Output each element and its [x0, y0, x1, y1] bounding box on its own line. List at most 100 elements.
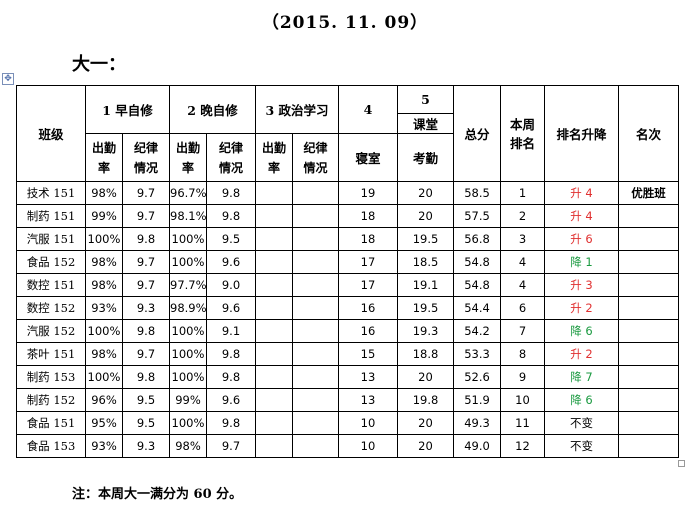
header-total: 总分 — [453, 85, 501, 182]
evening-discipline-cell: 9.8 — [206, 204, 256, 228]
place-cell — [618, 227, 679, 251]
place-cell — [618, 319, 679, 343]
politics-attendance-cell — [255, 204, 293, 228]
header-course: 课堂 — [397, 113, 454, 134]
morning-attendance-cell: 100% — [85, 319, 123, 343]
morning-attendance-cell: 96% — [85, 388, 123, 412]
table-body: 技术 151 98% 9.7 96.7% 9.8 19 20 58.5 1 升 4 优胜班 制药 15… — [16, 181, 679, 458]
total-cell: 54.8 — [453, 273, 501, 297]
table-row: 技术 151 98% 9.7 96.7% 9.8 19 20 58.5 1 升 4 优胜班 — [16, 181, 679, 205]
header-dorm: 寝室 — [338, 133, 398, 182]
table-row: 食品 152 98% 9.7 100% 9.6 17 18.5 54.8 4 降 1 — [16, 250, 679, 274]
morning-discipline-cell: 9.7 — [122, 204, 170, 228]
morning-discipline-cell: 9.8 — [122, 227, 170, 251]
dorm-cell: 13 — [338, 365, 398, 389]
dorm-cell: 16 — [338, 296, 398, 320]
total-cell: 56.8 — [453, 227, 501, 251]
week-rank-cell: 7 — [500, 319, 545, 343]
header-week-rank: 本周排名 — [500, 85, 545, 182]
week-rank-cell: 10 — [500, 388, 545, 412]
total-cell: 58.5 — [453, 181, 501, 205]
politics-attendance-cell — [255, 342, 293, 366]
footnote: 注：本周大一满分为 60 分。 — [72, 487, 243, 502]
course-attendance-cell: 19.1 — [397, 273, 454, 297]
politics-attendance-cell — [255, 365, 293, 389]
total-cell: 52.6 — [453, 365, 501, 389]
place-cell — [618, 388, 679, 412]
dorm-cell: 16 — [338, 319, 398, 343]
politics-discipline-cell — [292, 434, 339, 458]
class-cell: 食品 153 — [16, 434, 86, 458]
dorm-cell: 15 — [338, 342, 398, 366]
politics-discipline-cell — [292, 204, 339, 228]
politics-discipline-cell — [292, 342, 339, 366]
evening-attendance-cell: 100% — [169, 319, 207, 343]
total-cell: 53.3 — [453, 342, 501, 366]
evening-discipline-cell: 9.7 — [206, 434, 256, 458]
week-rank-cell: 8 — [500, 342, 545, 366]
evening-discipline-cell: 9.6 — [206, 388, 256, 412]
politics-attendance-cell — [255, 181, 293, 205]
rank-change-cell: 降 6 — [544, 319, 619, 343]
politics-discipline-cell — [292, 181, 339, 205]
header-morning: 1 早自修 — [85, 85, 170, 134]
evening-attendance-cell: 98.1% — [169, 204, 207, 228]
evening-attendance-cell: 100% — [169, 250, 207, 274]
evening-attendance-cell: 98% — [169, 434, 207, 458]
morning-attendance-cell: 100% — [85, 365, 123, 389]
report-date: （2015. 11. 09） — [261, 13, 429, 33]
class-cell: 汽服 151 — [16, 227, 86, 251]
course-attendance-cell: 19.5 — [397, 296, 454, 320]
course-attendance-cell: 19.5 — [397, 227, 454, 251]
rank-change-cell: 不变 — [544, 434, 619, 458]
table-row: 茶叶 151 98% 9.7 100% 9.8 15 18.8 53.3 8 升 2 — [16, 342, 679, 366]
rank-change-cell: 升 6 — [544, 227, 619, 251]
morning-discipline-cell: 9.7 — [122, 273, 170, 297]
header-class: 班级 — [16, 85, 86, 182]
class-cell: 茶叶 151 — [16, 342, 86, 366]
table-end-marker — [678, 460, 685, 467]
politics-discipline-cell — [292, 319, 339, 343]
total-cell: 54.8 — [453, 250, 501, 274]
course-attendance-cell: 20 — [397, 365, 454, 389]
morning-discipline-cell: 9.5 — [122, 411, 170, 435]
course-attendance-cell: 20 — [397, 434, 454, 458]
table-row: 食品 151 95% 9.5 100% 9.8 10 20 49.3 11 不变 — [16, 411, 679, 435]
class-cell: 制药 151 — [16, 204, 86, 228]
header-place: 名次 — [618, 85, 679, 182]
evening-discipline-cell: 9.8 — [206, 365, 256, 389]
place-cell — [618, 411, 679, 435]
rank-change-cell: 降 7 — [544, 365, 619, 389]
header-politics-discipline: 纪律 情况 — [292, 133, 339, 182]
dorm-cell: 18 — [338, 204, 398, 228]
course-attendance-cell: 20 — [397, 181, 454, 205]
course-attendance-cell: 18.8 — [397, 342, 454, 366]
course-attendance-cell: 19.8 — [397, 388, 454, 412]
dorm-cell: 17 — [338, 250, 398, 274]
header-evening-discipline: 纪律 情况 — [206, 133, 256, 182]
week-rank-cell: 1 — [500, 181, 545, 205]
header-evening-attendance: 出勤率 — [169, 133, 207, 182]
total-cell: 57.5 — [453, 204, 501, 228]
morning-discipline-cell: 9.3 — [122, 296, 170, 320]
morning-attendance-cell: 98% — [85, 181, 123, 205]
table-row: 食品 153 93% 9.3 98% 9.7 10 20 49.0 12 不变 — [16, 434, 679, 458]
evening-attendance-cell: 100% — [169, 227, 207, 251]
place-cell — [618, 434, 679, 458]
table-move-handle-icon[interactable]: ✥ — [2, 73, 14, 85]
place-cell — [618, 342, 679, 366]
rank-change-cell: 升 2 — [544, 342, 619, 366]
morning-discipline-cell: 9.8 — [122, 319, 170, 343]
evening-attendance-cell: 96.7% — [169, 181, 207, 205]
politics-attendance-cell — [255, 250, 293, 274]
week-rank-cell: 9 — [500, 365, 545, 389]
rank-change-cell: 升 3 — [544, 273, 619, 297]
morning-attendance-cell: 100% — [85, 227, 123, 251]
dorm-cell: 10 — [338, 434, 398, 458]
dorm-cell: 19 — [338, 181, 398, 205]
class-cell: 数控 152 — [16, 296, 86, 320]
evening-discipline-cell: 9.8 — [206, 411, 256, 435]
total-cell: 49.0 — [453, 434, 501, 458]
rank-change-cell: 升 4 — [544, 181, 619, 205]
evening-attendance-cell: 100% — [169, 365, 207, 389]
